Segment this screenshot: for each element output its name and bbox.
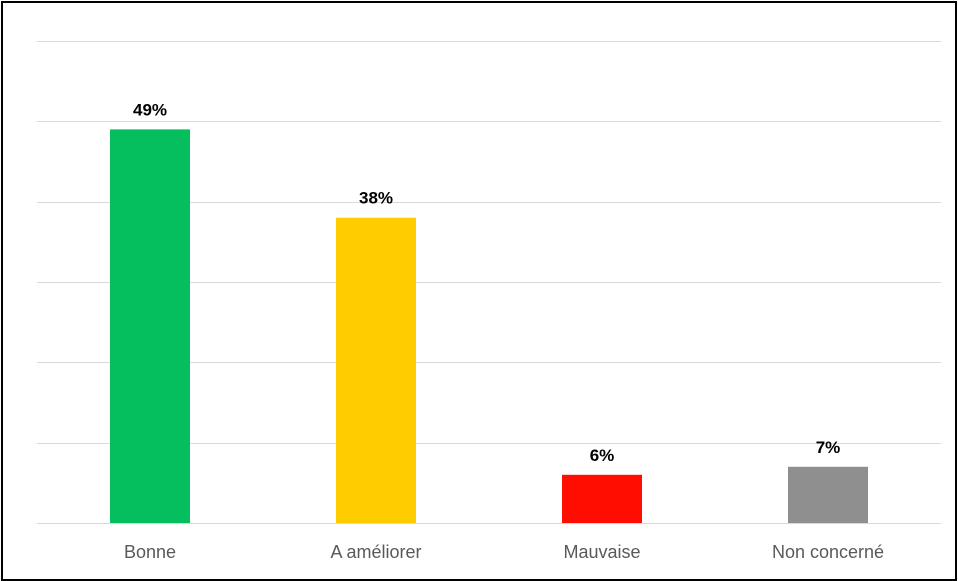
category-label-2: Mauvaise xyxy=(563,542,640,562)
category-label-3: Non concerné xyxy=(772,542,884,562)
category-label-1: A améliorer xyxy=(330,542,421,562)
bar-2 xyxy=(562,474,642,523)
data-label-1: 38% xyxy=(359,189,393,208)
bar-3 xyxy=(788,466,868,523)
data-label-0: 49% xyxy=(133,100,167,119)
bar-1 xyxy=(336,217,416,523)
bar-chart: 49% Bonne 38% A améliorer 6% Mauvaise 7% Non co… xyxy=(37,41,941,562)
category-label-0: Bonne xyxy=(124,542,176,562)
data-label-3: 7% xyxy=(816,438,841,457)
data-label-2: 6% xyxy=(590,446,615,465)
bar-0 xyxy=(110,129,190,523)
